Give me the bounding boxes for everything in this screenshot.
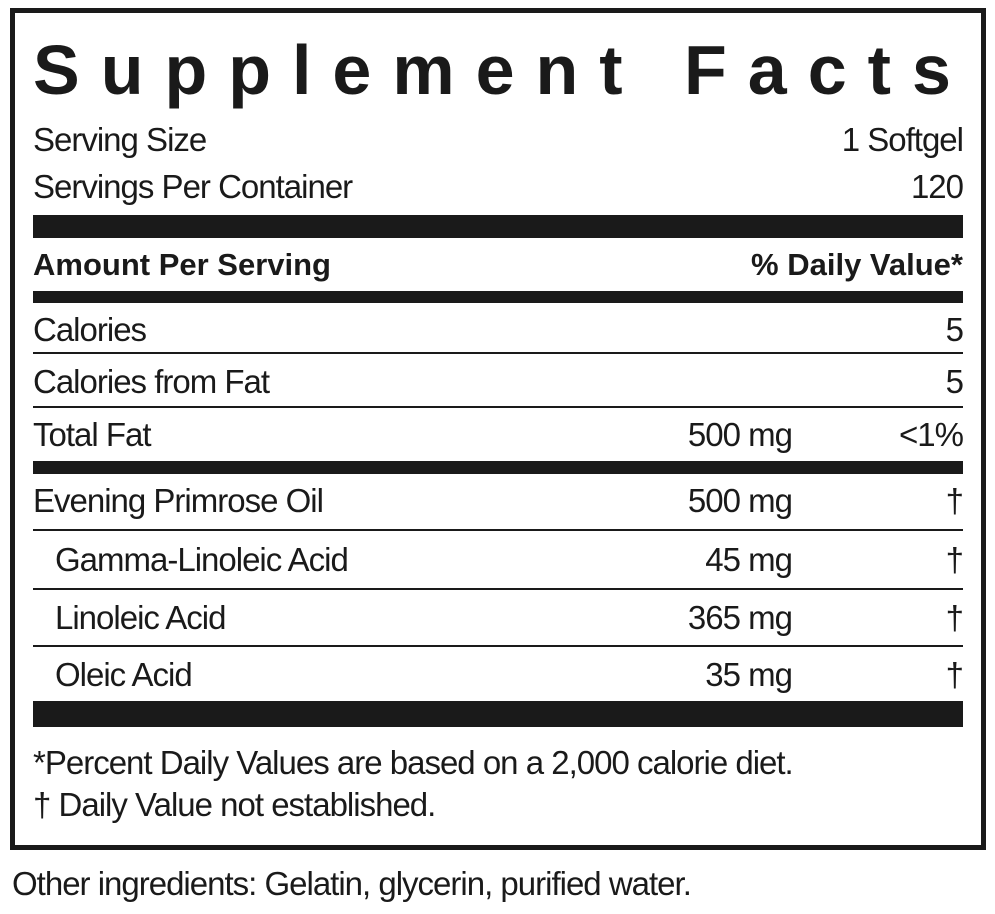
ingredient-name: Oleic Acid [55,656,193,693]
header-row: Amount Per Serving % Daily Value* [33,243,963,287]
nutrient-row: Calories from Fat 5 [33,360,964,404]
nutrient-amount: 500 mg [687,416,793,453]
serving-size-label: Serving Size [33,121,207,158]
nutrient-row: Total Fat 500 mg <1% [33,413,964,457]
serving-size-value: 1 Softgel [841,121,964,158]
ingredient-row: Gamma-Linoleic Acid 45 mg † [33,538,964,582]
divider-thick [33,701,963,727]
servings-per-container-label: Servings Per Container [33,168,353,205]
nutrient-name: Calories [33,311,147,348]
nutrient-name: Total Fat [33,416,152,453]
row-divider [33,406,963,408]
footnote-daily-values: *Percent Daily Values are based on a 2,0… [33,744,794,781]
nutrient-dv: <1% [899,416,964,453]
ingredient-amount: 500 mg [687,482,793,519]
serving-size-row: Serving Size 1 Softgel [33,118,964,162]
ingredient-name: Gamma-Linoleic Acid [55,541,349,578]
nutrient-row: Calories 5 [33,308,964,352]
nutrient-dv: 5 [945,363,964,400]
ingredient-amount: 365 mg [687,599,793,636]
divider-medium [33,461,963,474]
nutrient-dv: 5 [945,311,964,348]
other-ingredients: Other ingredients: Gelatin, glycerin, pu… [12,865,692,902]
amount-header: Amount Per Serving [33,247,331,282]
footnote-not-established: † Daily Value not established. [33,786,436,823]
servings-per-container-row: Servings Per Container 120 [33,165,964,209]
row-divider [33,645,963,647]
ingredient-row: Linoleic Acid 365 mg † [33,596,964,640]
ingredient-row: Evening Primrose Oil 500 mg † [33,479,964,523]
divider-medium [33,291,963,303]
ingredient-name: Linoleic Acid [55,599,226,636]
panel-title: Supplement Facts [33,31,972,109]
supplement-facts-panel [10,8,986,850]
servings-per-container-value: 120 [910,168,964,205]
ingredient-dv: † [945,656,964,693]
ingredient-dv: † [945,599,964,636]
row-divider [33,529,963,531]
ingredient-dv: † [945,482,964,519]
ingredient-amount: 35 mg [705,656,793,693]
ingredient-row: Oleic Acid 35 mg † [33,653,964,697]
row-divider [33,352,963,354]
nutrient-name: Calories from Fat [33,363,270,400]
divider-thick [33,215,963,238]
ingredient-name: Evening Primrose Oil [33,482,324,519]
row-divider [33,588,963,590]
daily-value-header: % Daily Value* [751,247,963,282]
ingredient-amount: 45 mg [705,541,793,578]
ingredient-dv: † [945,541,964,578]
